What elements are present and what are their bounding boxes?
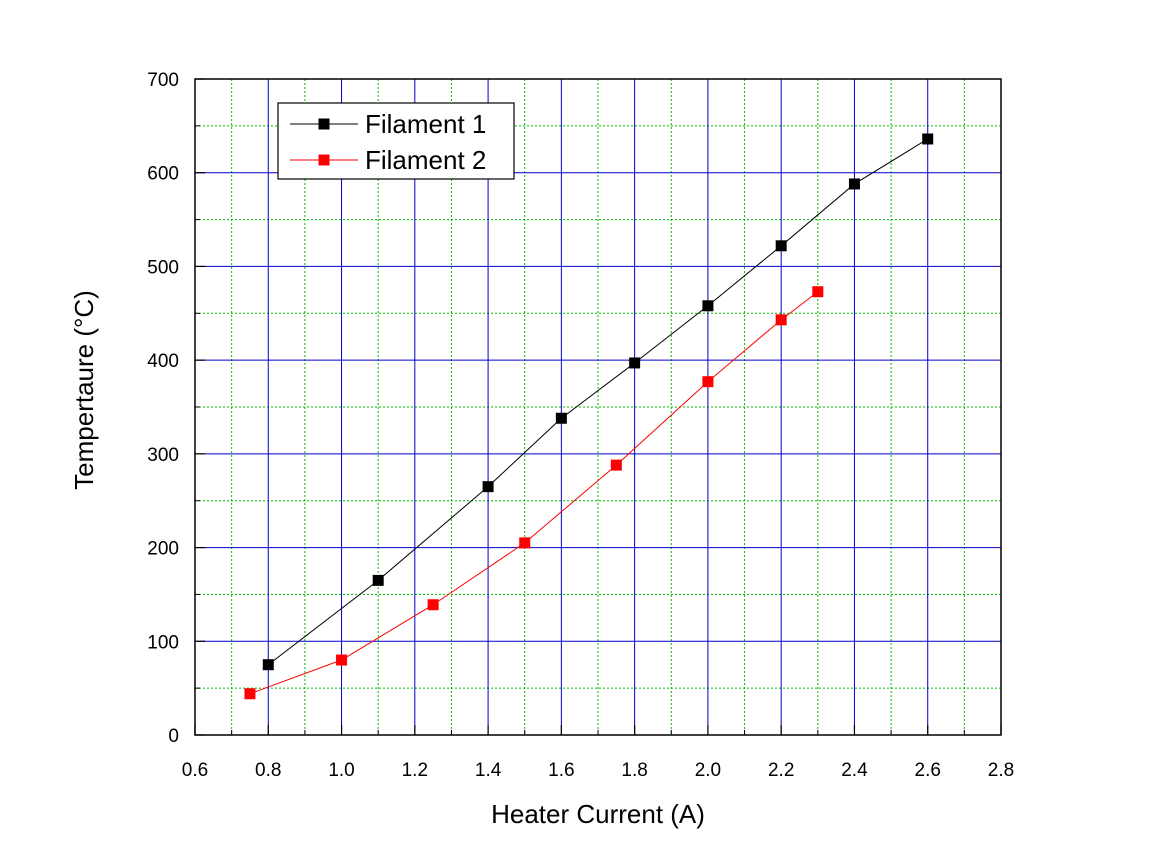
y-tick-label: 600: [147, 164, 179, 185]
y-tick-label: 500: [147, 257, 179, 278]
legend-item-1: Filament 1: [290, 109, 486, 139]
series-2-point: [244, 688, 256, 700]
series-2-point: [812, 286, 824, 298]
y-tick-label: 100: [147, 632, 179, 653]
series-2-point: [702, 376, 714, 388]
x-tick-labels: 0.6 0.8 1.0 1.2 1.4 1.6 1.8 2.0 2.2 2.4 2.6 2.8: [182, 760, 1014, 781]
x-tick-label: 1.4: [475, 760, 502, 781]
x-tick-label: 1.6: [548, 760, 574, 781]
legend-marker: [318, 154, 330, 166]
legend-item-2: Filament 2: [290, 145, 486, 175]
series-1-point: [372, 574, 384, 586]
series-1-point: [262, 659, 274, 671]
series-2-point: [610, 459, 622, 471]
legend: Filament 1 Filament 2: [277, 102, 515, 180]
y-tick-label: 300: [147, 445, 179, 466]
minor-grid: [195, 79, 1001, 735]
y-axis-title: Tempertaure (°C): [69, 290, 99, 490]
series-1-point: [848, 178, 860, 190]
x-tick-label: 1.0: [328, 760, 354, 781]
x-tick-label: 2.2: [768, 760, 794, 781]
legend-marker: [318, 118, 330, 130]
series-layer: [244, 133, 934, 700]
series-2-line: [249, 291, 819, 695]
series-1-point: [775, 240, 787, 252]
x-tick-label: 2.4: [841, 760, 868, 781]
series-2-point: [775, 314, 787, 326]
series-2-point: [427, 599, 439, 611]
y-tick-labels: 0 100 200 300 400 500 600 700: [147, 70, 179, 747]
y-tick-label: 400: [147, 351, 179, 372]
x-tick-label: 2.8: [988, 760, 1014, 781]
major-grid: [195, 79, 1001, 735]
legend-label: Filament 1: [365, 109, 486, 139]
x-tick-label: 1.8: [621, 760, 647, 781]
series-1-point: [702, 300, 714, 312]
legend-box: [277, 102, 515, 180]
series-1-point: [922, 133, 934, 145]
y-tick-label: 0: [168, 726, 179, 747]
series-1: [262, 133, 934, 671]
x-tick-label: 2.6: [915, 760, 941, 781]
series-1-line: [267, 138, 928, 666]
series-1-point: [482, 481, 494, 493]
axis-ticks: [194, 78, 1002, 736]
legend-label: Filament 2: [365, 145, 486, 175]
x-tick-label: 2.0: [695, 760, 721, 781]
y-tick-label: 200: [147, 539, 179, 560]
series-1-point: [629, 357, 641, 369]
series-2-point: [336, 654, 348, 666]
x-tick-label: 0.8: [255, 760, 281, 781]
y-tick-label: 700: [147, 70, 179, 91]
x-tick-label: 1.2: [402, 760, 428, 781]
x-axis-title: Heater Current (A): [491, 799, 705, 829]
series-2: [244, 286, 824, 700]
series-1-point: [555, 412, 567, 424]
x-tick-label: 0.6: [182, 760, 208, 781]
series-2-point: [519, 537, 531, 549]
